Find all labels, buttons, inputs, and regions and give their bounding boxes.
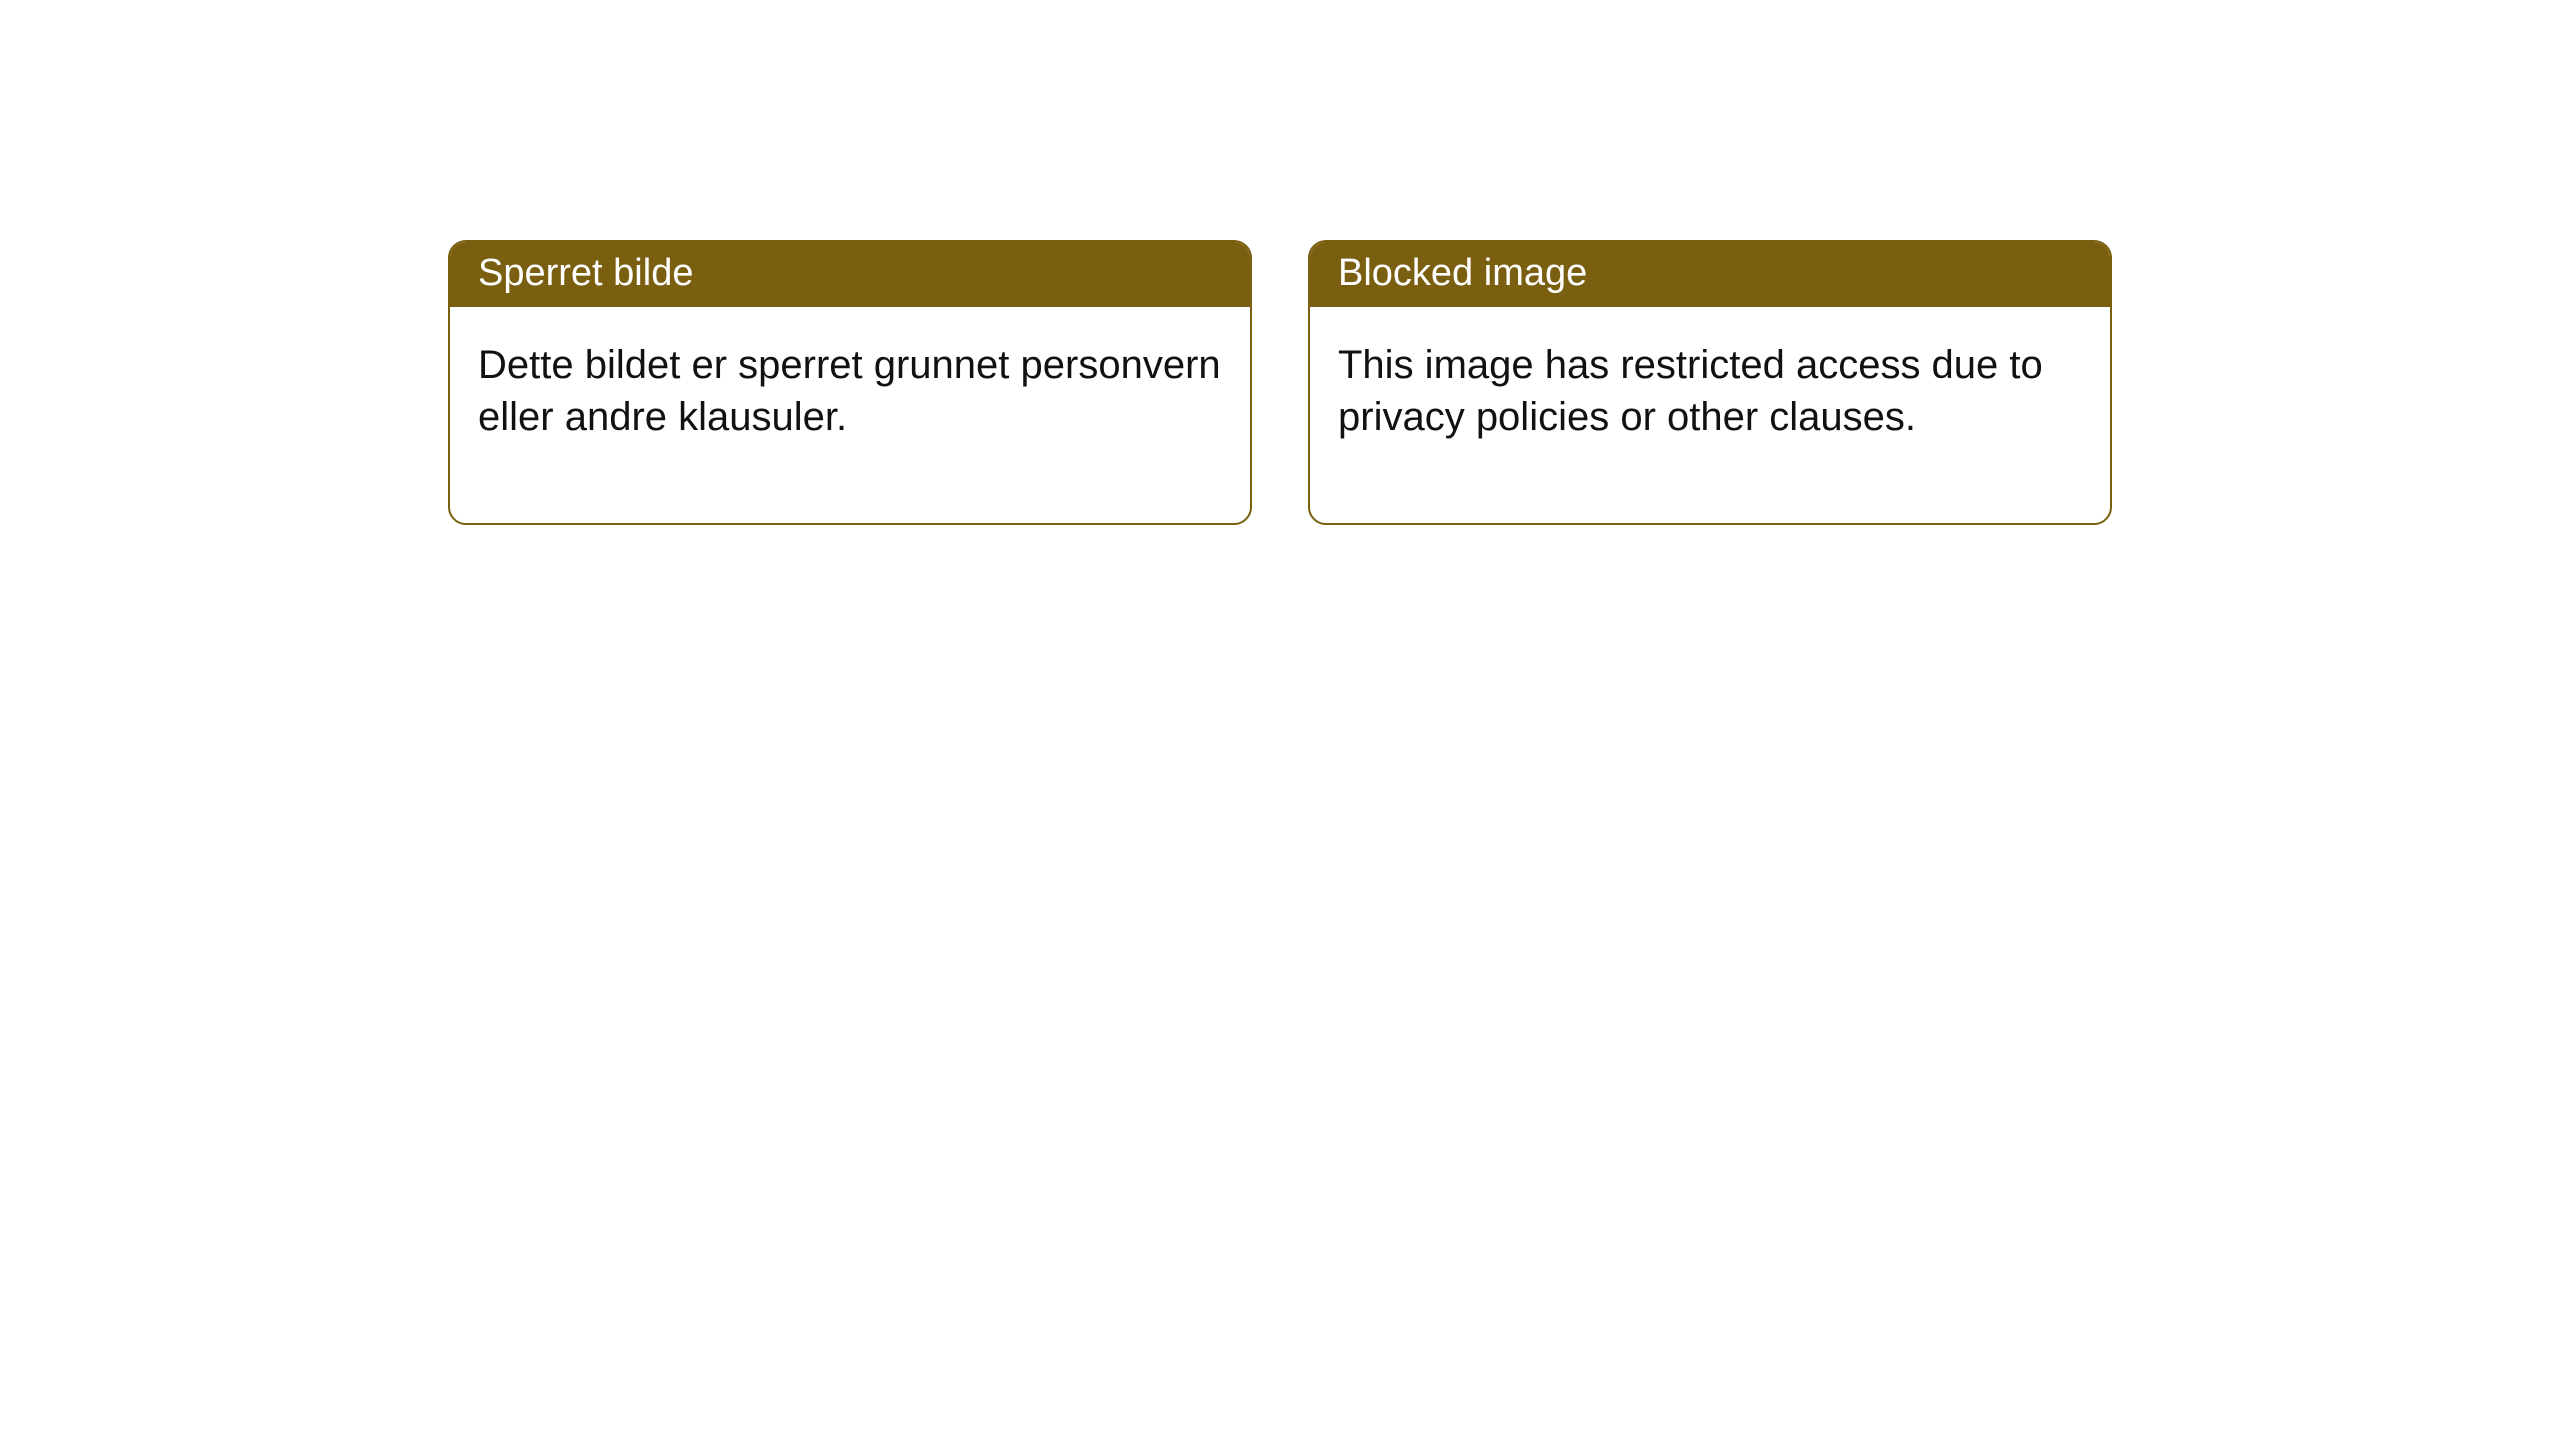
card-header-no: Sperret bilde: [450, 242, 1250, 307]
card-body-en: This image has restricted access due to …: [1310, 307, 2110, 523]
blocked-image-card-no: Sperret bilde Dette bildet er sperret gr…: [448, 240, 1252, 525]
blocked-image-card-en: Blocked image This image has restricted …: [1308, 240, 2112, 525]
card-header-en: Blocked image: [1310, 242, 2110, 307]
card-body-no: Dette bildet er sperret grunnet personve…: [450, 307, 1250, 523]
cards-container: Sperret bilde Dette bildet er sperret gr…: [0, 0, 2560, 525]
